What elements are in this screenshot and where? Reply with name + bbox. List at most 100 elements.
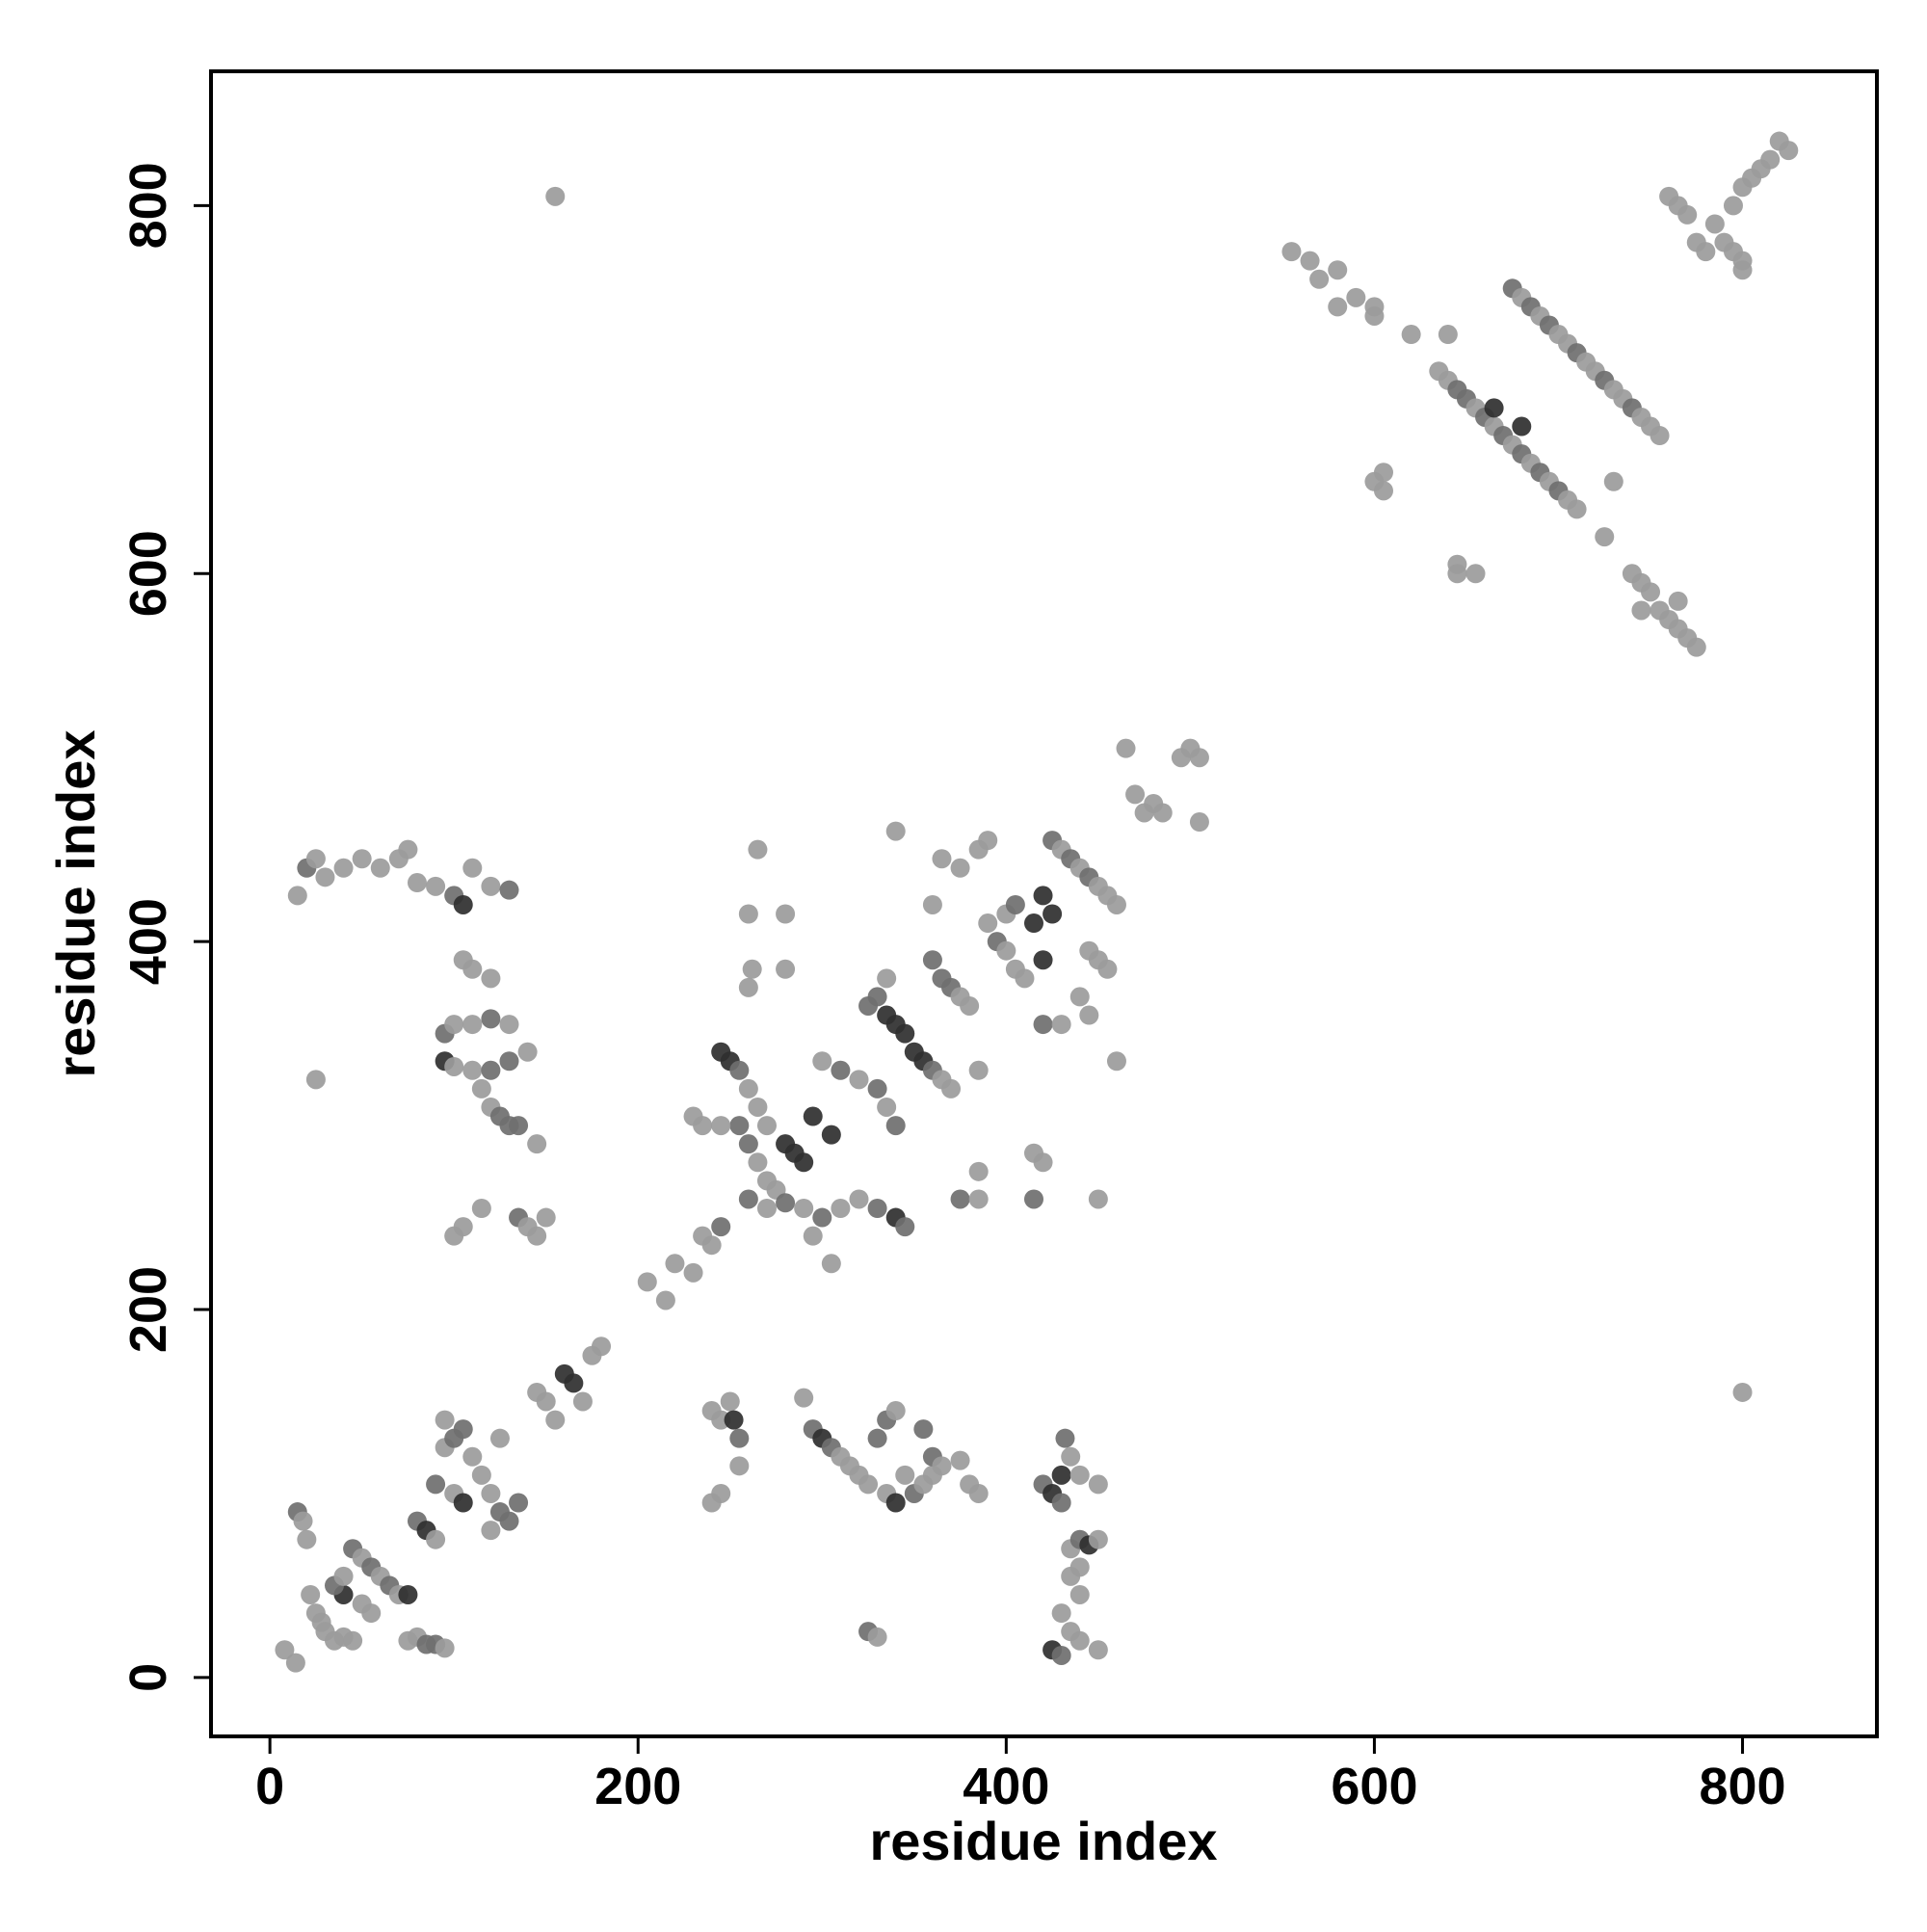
y-tick-label: 400 (119, 898, 177, 985)
point (1015, 968, 1035, 989)
point (1051, 1493, 1071, 1513)
point (858, 995, 879, 1016)
point (867, 1199, 887, 1219)
point (742, 959, 762, 979)
point (1631, 600, 1651, 621)
point (499, 1051, 519, 1072)
point (462, 1060, 483, 1080)
point (1346, 287, 1366, 307)
y-tick-label: 200 (119, 1266, 177, 1353)
point (776, 1193, 796, 1213)
point (572, 1391, 593, 1412)
point (509, 1116, 529, 1136)
point (968, 1060, 989, 1080)
point (1686, 637, 1706, 657)
point (1401, 325, 1421, 345)
point (1760, 149, 1781, 170)
point (711, 1116, 731, 1136)
point (748, 1152, 768, 1173)
point (453, 894, 473, 914)
point (913, 1419, 934, 1440)
point (849, 1070, 869, 1090)
point (315, 867, 335, 887)
point (1023, 913, 1043, 934)
point (509, 1493, 529, 1513)
point (738, 977, 758, 997)
x-tick-label: 400 (963, 1758, 1049, 1815)
point (978, 913, 998, 934)
point (885, 821, 906, 841)
point (1116, 738, 1136, 758)
point (545, 1410, 566, 1430)
point (481, 1060, 501, 1080)
point (517, 1042, 538, 1062)
point (665, 1254, 685, 1274)
point (536, 1207, 556, 1228)
point (305, 849, 326, 869)
point (748, 839, 768, 860)
point (950, 1189, 970, 1209)
point (968, 1189, 989, 1209)
point (499, 880, 519, 900)
point (564, 1373, 584, 1393)
point (471, 1199, 491, 1219)
point (481, 1521, 501, 1541)
plot-frame (209, 69, 1879, 1738)
point (1097, 959, 1118, 979)
point (968, 1483, 989, 1503)
point (1043, 904, 1063, 924)
point (776, 904, 796, 924)
point (1668, 591, 1688, 611)
point (1033, 886, 1053, 906)
point (1125, 784, 1146, 805)
point (821, 1125, 841, 1145)
point (536, 1391, 556, 1412)
point (297, 1529, 317, 1549)
point (462, 1446, 483, 1467)
point (398, 839, 418, 860)
point (1033, 1015, 1053, 1035)
point (462, 959, 483, 979)
point (922, 894, 942, 914)
point (1364, 305, 1385, 326)
point (950, 1450, 970, 1470)
point (831, 1060, 851, 1080)
point (655, 1290, 675, 1310)
point (1055, 1428, 1075, 1448)
point (471, 1465, 491, 1485)
point (1033, 950, 1053, 970)
point (453, 1493, 473, 1513)
point (776, 959, 796, 979)
point (867, 1078, 887, 1098)
point (426, 1529, 446, 1549)
point (1779, 141, 1799, 161)
point (275, 1640, 295, 1660)
x-tick-label: 800 (1699, 1758, 1785, 1815)
point (1069, 1557, 1090, 1577)
point (545, 186, 566, 206)
point (1051, 1603, 1071, 1624)
point (1732, 1382, 1753, 1402)
point (895, 1023, 915, 1044)
point (1309, 269, 1330, 289)
point (343, 1630, 363, 1651)
point (960, 995, 980, 1016)
point (1677, 204, 1698, 225)
point (831, 1199, 851, 1219)
point (1723, 196, 1743, 216)
point (1595, 527, 1615, 547)
point (1328, 260, 1348, 280)
point (748, 1097, 768, 1117)
point (481, 876, 501, 896)
y-tick-label: 800 (119, 162, 177, 249)
point (1061, 1446, 1081, 1467)
point (849, 1189, 869, 1209)
point (1005, 894, 1025, 914)
point (1189, 748, 1209, 768)
point (867, 1627, 887, 1647)
point (1079, 1005, 1099, 1025)
point (305, 1070, 326, 1090)
x-axis-title: residue index (869, 1811, 1217, 1871)
point (481, 1483, 501, 1503)
point (444, 1056, 464, 1076)
